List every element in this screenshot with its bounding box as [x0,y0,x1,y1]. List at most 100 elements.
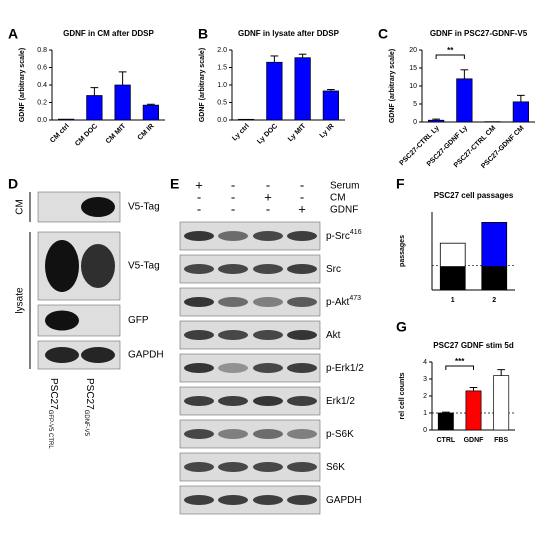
lane-label: PSC27GFP-V5 CTRL [47,378,59,449]
blot-row-label: Akt [326,330,341,341]
y-tick-label: 3 [423,376,427,383]
protein-name: Erk1/2 [326,396,355,407]
condition-label: GDNF [330,205,358,216]
protein-name: p-Erk1/2 [326,363,364,374]
protein-name: GAPDH [326,495,362,506]
blot-band [253,330,283,340]
condition-sign: - [266,201,270,216]
condition-label: Serum [330,181,359,192]
blot-band [184,396,214,406]
y-tick-label: 0.0 [37,117,47,124]
condition-sign: - [197,201,201,216]
error-bar [326,89,335,91]
blot-band [218,396,248,406]
bar [322,90,339,121]
bar [428,119,445,123]
y-tick-label: 4 [423,359,427,366]
blot-band [45,347,79,363]
protein-name: p-Src [326,231,350,242]
bar-segment [439,242,466,267]
blot-band [287,297,317,307]
blot-band [184,297,214,307]
error-bar [270,55,279,63]
blot-band [287,363,317,373]
blot-row-label: p-Erk1/2 [326,363,364,374]
x-tick-label: 1 [451,297,455,304]
y-axis-label: GDNF (arbitrary scale) [199,48,206,122]
x-tick-label: CM DOC [74,123,99,148]
blot-band [218,264,248,274]
blot-band [218,297,248,307]
panel-letter: G [396,319,407,335]
y-tick-label: 10 [409,83,417,90]
protein-site: 416 [350,229,362,236]
error-bar [516,94,525,102]
y-axis-label: GDNF (arbitrary scale) [19,48,26,122]
bar [58,118,75,121]
y-axis-label: rel cell counts [399,372,406,419]
blot-row-label: p-Src416 [326,229,362,242]
y-tick-label: 20 [409,47,417,54]
blot-band [287,264,317,274]
x-tick-label: FBS [494,437,508,444]
blot-band [218,462,248,472]
error-bar [118,71,127,85]
blot-row-label: GFP [128,315,149,326]
error-bar [460,69,469,79]
blot-band [253,396,283,406]
x-tick-label: Ly ctrl [231,123,251,143]
y-tick-label: 2.0 [217,47,227,54]
condition-sign: - [231,201,235,216]
blot-band [218,363,248,373]
blot-row-label: p-Akt473 [326,295,361,308]
y-tick-label: 0.5 [217,99,227,106]
blot-band [45,240,79,292]
protein-name: Src [326,264,341,275]
y-tick-label: 0.6 [37,64,47,71]
y-tick-label: 2 [423,393,427,400]
error-bar [90,87,99,96]
panel-letter: E [170,176,179,192]
bar [294,57,311,121]
blot-band [253,297,283,307]
y-tick-label: 1.5 [217,64,227,71]
chart-title: PSC27 cell passages [434,191,514,200]
error-bar [432,118,441,121]
blot-band [184,264,214,274]
y-tick-label: 0 [423,427,427,434]
lane-label: PSC27GDNF-V5 [83,378,95,437]
condition-sign: - [197,189,201,204]
blot-band [253,495,283,505]
condition-sign: - [300,189,304,204]
error-bar [469,387,478,391]
error-bar [146,103,155,106]
y-tick-label: 0.0 [217,117,227,124]
blot-band [81,347,115,363]
y-tick-label: 0.8 [37,47,47,54]
x-tick-label: GDNF [464,437,485,444]
x-tick-label: CM MIT [105,122,128,145]
lane-name: PSC27 [84,378,95,410]
blot-row-label: Src [326,264,341,275]
blot-band [218,231,248,241]
blot-band [253,231,283,241]
y-tick-label: 0 [413,119,417,126]
bar [465,390,482,431]
blot-band [184,231,214,241]
y-tick-label: 1.0 [217,82,227,89]
condition-sign: + [298,201,306,216]
blot-band [218,330,248,340]
significance-label: ** [447,46,454,55]
blot-band [81,197,115,217]
y-axis-label: passages [399,235,406,267]
y-tick-label: 5 [413,101,417,108]
error-bar [497,369,505,376]
lane-name: PSC27 [48,378,59,410]
x-tick-label: CM IR [137,123,156,142]
bar [142,104,159,121]
protein-name: p-S6K [326,429,354,440]
condition-sign: - [231,189,235,204]
chart-title: GDNF in CM after DDSP [63,29,154,38]
group-label: lysate [15,287,26,314]
y-axis-label: GDNF (arbitrary scale) [389,49,396,123]
